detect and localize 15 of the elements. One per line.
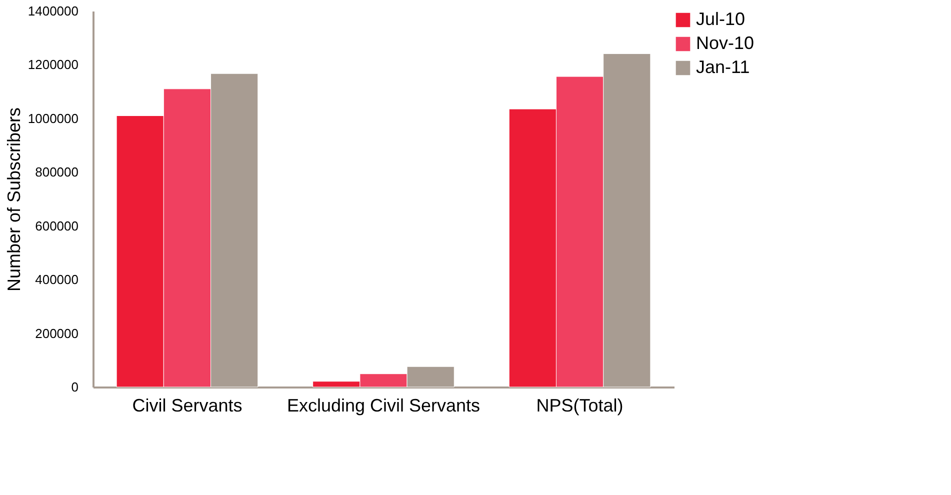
x-tick-label: Excluding Civil Servants — [286, 396, 480, 416]
legend-label: Jan-11 — [696, 57, 750, 77]
y-tick-label: 1000000 — [28, 110, 78, 126]
x-tick-label: Civil Servants — [132, 396, 242, 416]
y-tick-label: 600000 — [35, 218, 78, 234]
legend-label: Nov-10 — [696, 33, 754, 53]
x-tick-label: NPS(Total) — [536, 396, 624, 416]
y-tick-label: 1400000 — [28, 4, 78, 18]
legend-label: Jul-10 — [696, 9, 746, 29]
y-tick-label: 200000 — [35, 326, 78, 341]
y-tick-label: 800000 — [35, 164, 78, 180]
y-axis-title: Number of Subscribers — [4, 107, 24, 292]
y-tick-label: 1200000 — [28, 57, 78, 72]
y-tick-label: 0 — [71, 380, 78, 394]
y-tick-label: 400000 — [35, 272, 78, 288]
